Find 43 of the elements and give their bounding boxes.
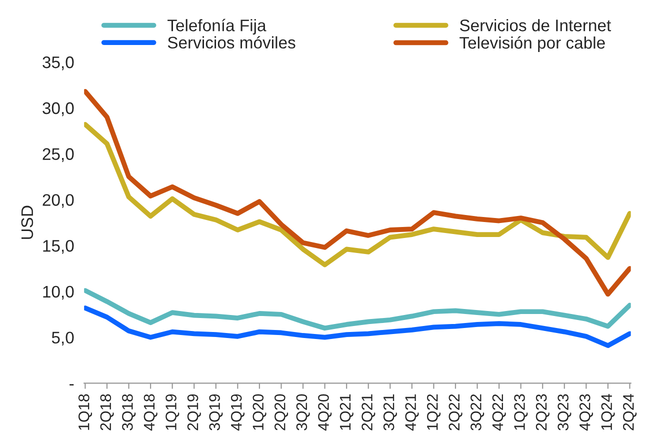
y-tick-label: 30,0: [42, 102, 74, 116]
y-tick-label: 20,0: [42, 194, 74, 208]
x-tick-label: 1Q18: [78, 394, 92, 430]
x-tick-label: 2Q19: [187, 394, 201, 430]
x-tick-label: 2Q24: [623, 394, 637, 430]
y-tick-label: -: [70, 384, 74, 386]
line-series: [84, 288, 631, 331]
x-tick-label: 4Q21: [405, 394, 419, 431]
x-tick-label: 1Q22: [426, 394, 441, 430]
x-tick-label: 3Q23: [558, 394, 572, 430]
x-tick-label: 4Q18: [144, 394, 158, 431]
x-tick-label: 1Q24: [601, 394, 615, 430]
x-tick-label: 3Q20: [296, 394, 310, 430]
x-tick-label: 4Q22: [492, 394, 506, 431]
x-tick-label: 2Q23: [536, 394, 550, 430]
y-axis-title: USD: [21, 206, 34, 239]
x-tick-label: 2Q22: [448, 394, 462, 430]
x-tick-label: 2Q20: [274, 394, 288, 430]
x-tick-label: 3Q19: [209, 394, 223, 430]
x-tick-label: 3Q18: [122, 394, 136, 430]
x-tick-label: 1Q23: [514, 394, 528, 430]
x-tick-label: 4Q23: [579, 394, 594, 431]
x-tick-label: 1Q19: [166, 394, 180, 430]
x-tick-label: 3Q21: [383, 394, 397, 430]
line-series: [84, 88, 631, 297]
legend-label: Servicios móviles: [168, 36, 296, 49]
y-tick-label: 10,0: [43, 286, 74, 300]
x-tick-label: 3Q22: [470, 394, 484, 430]
legend-label: Telefonía Fija: [168, 18, 266, 35]
x-tick-label: 1Q21: [340, 394, 354, 430]
line-series: [84, 122, 631, 268]
y-tick-label: 35,0: [42, 56, 74, 70]
y-tick-label: 15,0: [43, 240, 74, 254]
x-tick-label: 1Q20: [252, 394, 266, 430]
line-series: [84, 306, 631, 348]
x-tick-label: 4Q20: [318, 394, 332, 431]
x-tick-label: 2Q21: [362, 394, 376, 430]
y-tick-label: 25,0: [42, 148, 74, 162]
legend-label: Servicios de Internet: [460, 19, 612, 32]
x-tick-label: 2Q18: [100, 394, 114, 430]
x-tick-label: 4Q19: [230, 394, 245, 431]
legend-label: Televisión por cable: [460, 36, 605, 52]
y-tick-label: 5,0: [52, 332, 74, 346]
